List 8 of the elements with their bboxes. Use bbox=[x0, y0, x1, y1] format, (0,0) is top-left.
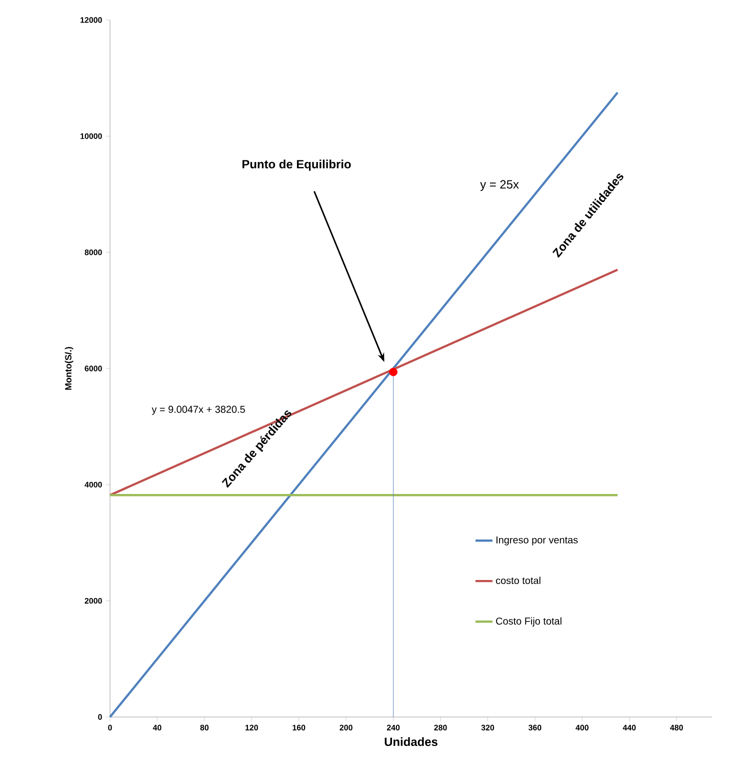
annotation: Punto de Equilibrio bbox=[242, 160, 351, 171]
legend-label: Ingreso por ventas bbox=[496, 536, 578, 546]
annotation: y = 9.0047x + 3820.5 bbox=[152, 406, 245, 415]
y-axis-title: Monto(S/.) bbox=[64, 347, 74, 390]
legend-label: costo total bbox=[496, 576, 540, 584]
x-axis-title: Unidades bbox=[384, 737, 438, 746]
legend-label: Costo Fijo total bbox=[496, 617, 562, 627]
annotation: y = 25x bbox=[480, 180, 519, 191]
